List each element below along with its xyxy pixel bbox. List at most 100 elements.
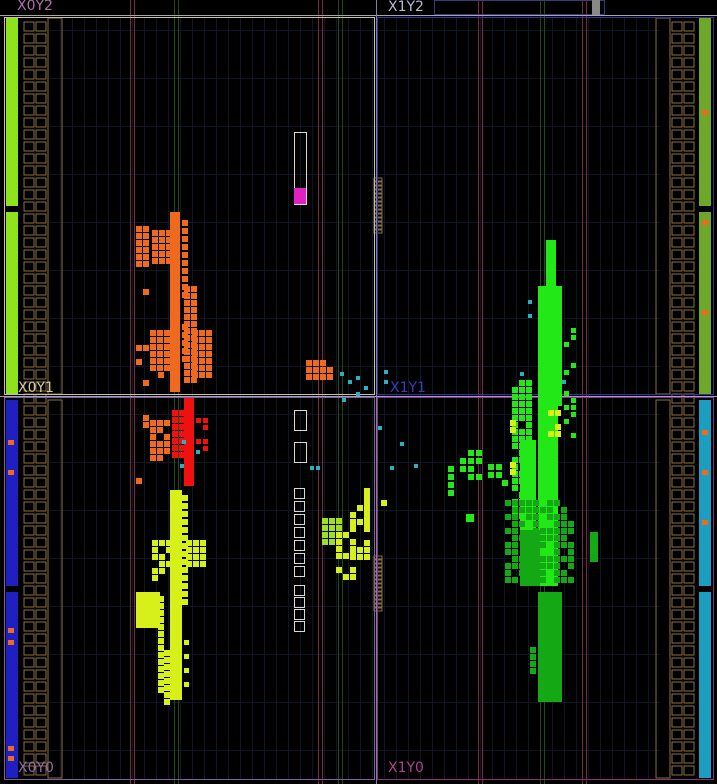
placed-cell-yellow — [164, 678, 170, 684]
placed-cell-dark-green — [568, 528, 574, 534]
placed-cell-dark-green — [530, 647, 536, 653]
placed-cell-orange — [182, 244, 188, 250]
placed-cell-orange — [152, 244, 158, 250]
io-tile — [23, 609, 35, 620]
placed-cell-orange — [152, 251, 158, 257]
pblock-outline — [294, 488, 305, 499]
io-tile — [671, 141, 683, 152]
io-tile — [671, 297, 683, 308]
io-tile — [35, 333, 47, 344]
io-tile — [671, 93, 683, 104]
placed-cell-lime — [322, 525, 328, 531]
io-tile — [35, 573, 47, 584]
placed-cell-yellow — [357, 519, 363, 525]
io-tile — [683, 129, 695, 140]
placed-cell-yellow — [184, 640, 189, 645]
placed-cell-green — [564, 405, 569, 410]
placed-cell-green — [564, 370, 569, 375]
placed-cell-yellow — [158, 638, 164, 644]
io-tile — [671, 81, 683, 92]
placed-cell-dark-green — [561, 528, 567, 534]
io-bank-right — [699, 400, 711, 586]
io-tile — [23, 705, 35, 716]
placed-cell-yellow — [510, 427, 516, 433]
placed-cell-orange — [164, 434, 170, 440]
placed-cell-column-red — [184, 398, 194, 486]
placed-cell-orange — [327, 374, 333, 380]
placed-cell-cyan — [390, 466, 394, 470]
io-tile — [23, 429, 35, 440]
placed-cell-orange — [166, 230, 172, 236]
placed-cell-dark-green — [519, 500, 525, 506]
placed-cell-yellow — [182, 527, 188, 533]
io-tile — [671, 369, 683, 380]
placed-cell-cyan — [384, 370, 388, 374]
placed-cell-orange — [150, 434, 156, 440]
placed-cell-orange — [136, 345, 142, 351]
io-tile — [671, 333, 683, 344]
io-tile — [35, 57, 47, 68]
placed-cell-green — [468, 458, 474, 464]
placed-cell-cyan — [310, 466, 314, 470]
io-tile — [35, 141, 47, 152]
io-marker — [8, 756, 14, 761]
placed-cell-dark-green — [556, 617, 562, 623]
io-tile — [35, 33, 47, 44]
placed-cell-orange — [164, 351, 170, 357]
io-tile — [23, 69, 35, 80]
io-tile — [683, 645, 695, 656]
io-marker — [8, 440, 14, 445]
placed-cell-orange — [182, 276, 188, 282]
placed-cell-orange — [150, 427, 156, 433]
io-bank-right — [699, 592, 711, 778]
placed-cell-red — [196, 439, 201, 444]
placed-cell-orange — [157, 448, 163, 454]
placed-cell-orange — [191, 307, 197, 313]
placed-cell-orange — [136, 240, 142, 246]
placed-cell-orange — [150, 337, 156, 343]
io-tile — [671, 45, 683, 56]
io-tile — [35, 129, 47, 140]
placed-cell-cyan — [528, 314, 532, 318]
io-tile — [23, 405, 35, 416]
placed-cell-orange — [150, 344, 156, 350]
placed-cell-yellow — [350, 547, 356, 553]
placed-cell-yellow — [200, 547, 206, 553]
io-tile — [683, 285, 695, 296]
pblock-outline — [294, 585, 305, 596]
io-tile — [671, 69, 683, 80]
io-tile — [35, 681, 47, 692]
placed-cell-yellow — [184, 654, 189, 659]
io-tile — [683, 693, 695, 704]
io-tile — [23, 765, 35, 776]
io-column — [655, 399, 671, 779]
placed-cell-red — [172, 410, 178, 416]
io-tile — [671, 213, 683, 224]
placed-cell-yellow — [164, 657, 170, 663]
io-marker — [702, 430, 708, 435]
placed-cell-red — [172, 438, 178, 444]
io-tile — [23, 573, 35, 584]
placed-cell-green — [476, 474, 482, 480]
placed-cell-yellow — [182, 535, 188, 541]
io-tile — [23, 345, 35, 356]
placed-cell-orange — [306, 360, 312, 366]
io-tile — [683, 681, 695, 692]
placed-cell-lime — [336, 525, 342, 531]
io-tile — [671, 393, 683, 404]
placed-cell-yellow — [357, 554, 363, 560]
placed-cell-yellow — [343, 553, 349, 559]
io-tile — [683, 705, 695, 716]
placed-cell-yellow — [159, 561, 165, 567]
placed-cell-yellow — [350, 519, 356, 525]
placed-cell-orange — [157, 427, 163, 433]
placed-cell-cyan — [400, 442, 404, 446]
io-tile — [671, 33, 683, 44]
placed-cell-orange — [184, 321, 190, 327]
placed-cell-lime — [329, 532, 335, 538]
placed-cell-red — [172, 417, 178, 423]
io-tile — [671, 513, 683, 524]
io-tile — [23, 225, 35, 236]
